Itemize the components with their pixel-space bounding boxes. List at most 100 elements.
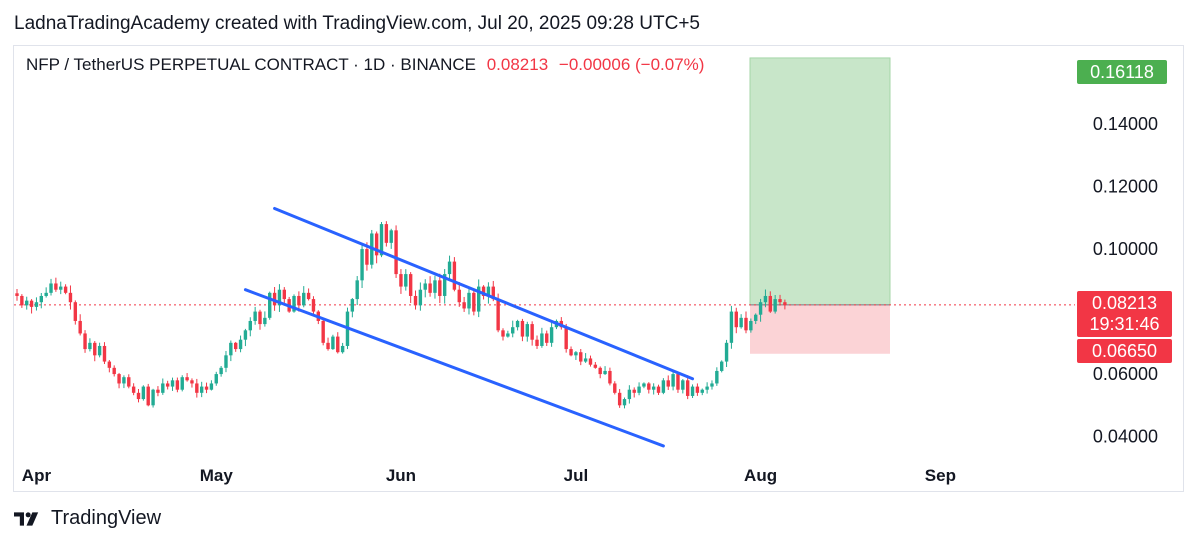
brand-name: TradingView	[51, 507, 162, 529]
candle-body	[399, 274, 403, 287]
upper-channel-line	[273, 206, 695, 381]
candle-body	[219, 367, 223, 375]
candle-body	[199, 386, 204, 393]
candle-body	[496, 299, 500, 331]
candle-body	[685, 380, 690, 396]
candle-body	[598, 367, 602, 375]
candle-body	[277, 289, 282, 306]
chart-frame	[13, 45, 1184, 492]
candle-body	[515, 320, 520, 328]
candle-body	[681, 380, 685, 390]
symbol-legend: NFP / TetherUS PERPETUAL CONTRACT · 1D ·…	[26, 55, 704, 75]
candle-body	[442, 274, 447, 296]
candle-body	[49, 283, 53, 293]
candle-body	[477, 286, 481, 312]
candle-body	[78, 320, 82, 334]
candle-body	[340, 345, 345, 353]
candle-body	[452, 261, 457, 290]
x-tick-label: Sep	[925, 466, 956, 485]
tradingview-branding[interactable]: TradingView	[14, 507, 161, 530]
candle-body	[642, 383, 646, 387]
candle-body	[331, 336, 335, 350]
candle-body	[520, 320, 525, 337]
candle-body	[326, 342, 330, 350]
candle-body	[695, 386, 700, 393]
candle-body	[637, 386, 641, 393]
candle-body	[535, 339, 539, 346]
candle-body	[608, 370, 612, 384]
candle-body	[54, 283, 58, 290]
candle-body	[525, 324, 529, 337]
candle-body	[238, 339, 243, 350]
candle-body	[311, 299, 316, 312]
candle-body	[486, 286, 491, 296]
candle-body	[117, 374, 121, 384]
last-price-value: 0.08213	[1091, 293, 1158, 313]
chart-header: LadnaTradingAcademy created with Trading…	[14, 13, 700, 34]
y-tick-label: 0.04000	[1093, 427, 1158, 447]
symbol-name: NFP / TetherUS PERPETUAL CONTRACT · 1D ·…	[26, 55, 476, 74]
x-tick-label: Jul	[564, 466, 589, 485]
candle-body	[175, 380, 180, 390]
candle-body	[360, 249, 364, 281]
candle-body	[438, 280, 442, 296]
candle-body	[112, 367, 116, 375]
candle-body	[44, 292, 48, 296]
candle-body	[190, 380, 194, 384]
candle-body	[29, 300, 34, 307]
candle-body	[170, 380, 175, 387]
candle-body	[263, 317, 267, 325]
candle-body	[141, 386, 146, 400]
candle-body	[768, 295, 772, 312]
candle-body	[690, 386, 695, 396]
loss-zone	[750, 304, 890, 354]
candle-body	[418, 289, 423, 306]
candle-body	[404, 274, 408, 287]
candle-body	[97, 345, 102, 356]
candle-body	[68, 292, 73, 303]
candle-body	[195, 383, 199, 393]
candle-body	[39, 295, 43, 303]
candle-body	[292, 295, 296, 312]
candle-body	[783, 302, 787, 306]
candle-body	[15, 293, 19, 296]
candle-body	[627, 389, 632, 400]
candle-body	[408, 274, 413, 296]
candle-body	[549, 327, 554, 343]
candle-body	[739, 317, 743, 328]
candle-body	[234, 342, 238, 350]
candle-body	[763, 295, 768, 303]
candle-body	[666, 380, 670, 387]
candle-body	[131, 386, 136, 393]
candle-body	[384, 224, 389, 243]
y-tick-label: 0.06000	[1093, 364, 1158, 384]
candle-body	[720, 361, 724, 371]
candle-body	[540, 333, 544, 346]
candle-body	[729, 311, 734, 343]
candle-body	[350, 299, 355, 312]
bar-countdown: 19:31:46	[1089, 314, 1160, 334]
candle-body	[209, 383, 214, 390]
candle-body	[306, 292, 311, 300]
candle-body	[632, 389, 636, 393]
candle-body	[501, 330, 505, 337]
candle-body	[336, 336, 340, 353]
candle-body	[744, 317, 748, 331]
candle-body	[258, 311, 262, 325]
candle-body	[588, 358, 593, 365]
candle-body	[705, 386, 709, 390]
candle-body	[107, 361, 112, 368]
candle-body	[613, 383, 617, 393]
candle-body	[156, 389, 160, 393]
candle-body	[617, 392, 622, 406]
candle-body	[379, 224, 384, 256]
candle-body	[214, 374, 218, 384]
legend-change: −0.00006 (−0.07%)	[558, 55, 705, 74]
candle-body	[355, 280, 359, 300]
candle-body	[151, 389, 155, 406]
candle-body	[146, 386, 150, 406]
candle-body	[462, 302, 466, 309]
candle-body	[165, 383, 170, 387]
candle-body	[676, 374, 680, 390]
